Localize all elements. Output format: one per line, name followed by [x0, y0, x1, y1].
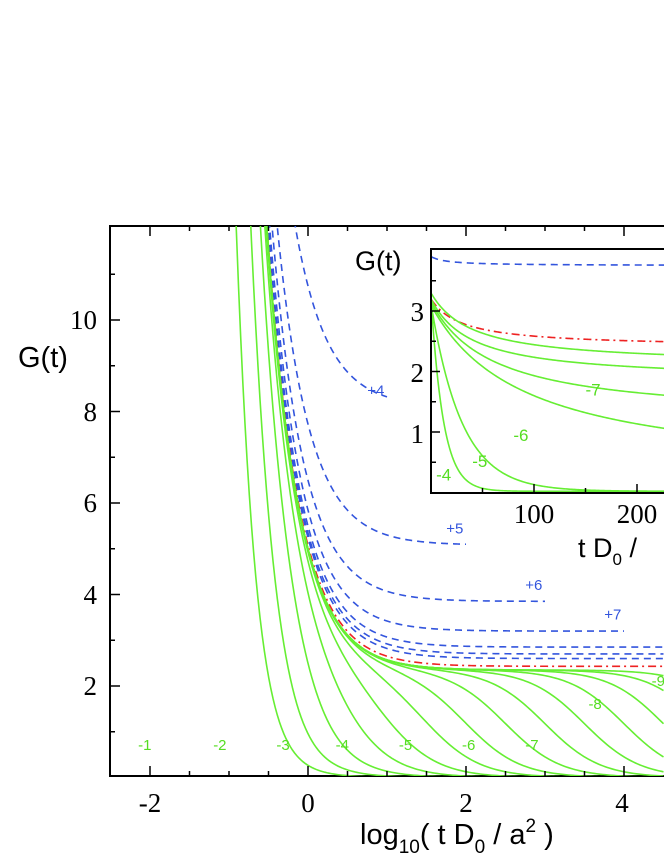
curve-label-minus3: -3: [276, 737, 289, 754]
curve-label-minus5: -5: [399, 737, 412, 754]
series-line-plus5: [276, 226, 467, 546]
curve-label-minus8: -8: [588, 696, 601, 713]
inset-y-tick-label-3: 3: [411, 297, 425, 327]
inset-y-axis-title: G(t): [355, 246, 402, 276]
x-axis-title-a-sup: 2: [526, 816, 537, 837]
series-line-plus10: [266, 226, 664, 660]
inset-curve-label-minus5: -5: [472, 452, 487, 471]
main-curve-labels: +4 +5 +6 +7 -1 -2 -3 -4 -5 -6 -7 -8 -9: [138, 382, 664, 754]
inset-curve-label-minus6: -6: [513, 426, 528, 445]
curve-label-plus5: +5: [446, 521, 463, 538]
series-line-minus6: [265, 226, 565, 776]
curve-label-minus1: -1: [138, 737, 151, 754]
y-axis-title: G(t): [18, 342, 68, 374]
series-line-minus8: [265, 226, 644, 776]
series-line-minus4: [264, 226, 486, 776]
x-axis-title-mid: / a: [485, 819, 526, 851]
inset-background: [430, 248, 664, 493]
inset-x-axis-title-close: /: [622, 533, 638, 563]
inset-x-axis-title-open: t D: [578, 533, 613, 563]
curve-label-minus7: -7: [525, 737, 538, 754]
x-axis-title-open: ( t D: [420, 819, 475, 851]
x-tick-label-neg2: -2: [139, 788, 162, 818]
inset-x-tick-label-100: 100: [514, 499, 555, 529]
x-axis-title-base: 10: [399, 837, 420, 858]
series-line-plus6: [271, 226, 545, 603]
inset-x-tick-label-200: 200: [617, 499, 658, 529]
series-line-minus7: [265, 226, 604, 776]
curve-label-plus7: +7: [604, 607, 621, 624]
series-line-minus3: [259, 226, 447, 776]
x-axis-title: log10( t D0 / a2 ): [360, 816, 554, 858]
inset-y-tick-label-1: 1: [411, 419, 425, 449]
inset-series-line-a: [432, 293, 664, 356]
series-line-minus5: [265, 226, 526, 776]
series-line-minus14: [265, 226, 664, 677]
x-axis-title-log: log: [360, 819, 399, 851]
inset-axis-ticks: [430, 280, 638, 493]
x-axis-title-d-sub: 0: [475, 837, 486, 858]
series-line-minus2: [249, 226, 408, 776]
inset-series-line-b: [432, 299, 664, 370]
series-line-plus8: [267, 226, 664, 648]
inset-series-line-critical: [432, 299, 664, 343]
x-axis-title-close: ): [536, 819, 554, 851]
y-tick-label-6: 6: [84, 488, 98, 518]
inset-x-axis-title: t D0 /: [578, 533, 637, 569]
series-line-plus4: [294, 226, 388, 398]
y-tick-label-10: 10: [70, 305, 97, 335]
inset-x-axis-title-d-sub: 0: [613, 550, 622, 569]
x-tick-label-2: 2: [459, 788, 473, 818]
curve-label-minus9: -9: [652, 673, 664, 690]
y-tick-label-2: 2: [84, 671, 98, 701]
curve-label-minus6: -6: [462, 737, 475, 754]
main-plot-area: [235, 226, 664, 776]
curve-label-plus4: +4: [367, 382, 384, 399]
inset-curve-label-minus4: -4: [436, 465, 451, 484]
inset-series-line-minus7: [432, 302, 664, 396]
main-axis-ticks: [110, 226, 625, 776]
y-tick-label-4: 4: [84, 580, 98, 610]
x-tick-label-0: 0: [301, 788, 315, 818]
inset-curve-labels: -7 -6 -5 -4: [436, 381, 600, 485]
inset-series-line-minus6: [432, 305, 664, 430]
curve-label-plus6: +6: [525, 577, 542, 594]
inset-series-line-top: [432, 256, 664, 266]
x-tick-label-4: 4: [615, 788, 629, 818]
y-tick-label-8: 8: [84, 397, 98, 427]
series-line-critical: [266, 226, 664, 668]
curve-label-minus2: -2: [213, 737, 226, 754]
inset-curve-label-minus7: -7: [586, 381, 601, 400]
series-line-plus7: [268, 226, 624, 632]
series-line-plus9: [267, 226, 664, 655]
inset-y-tick-label-2: 2: [411, 358, 425, 388]
curve-label-minus4: -4: [336, 737, 349, 754]
